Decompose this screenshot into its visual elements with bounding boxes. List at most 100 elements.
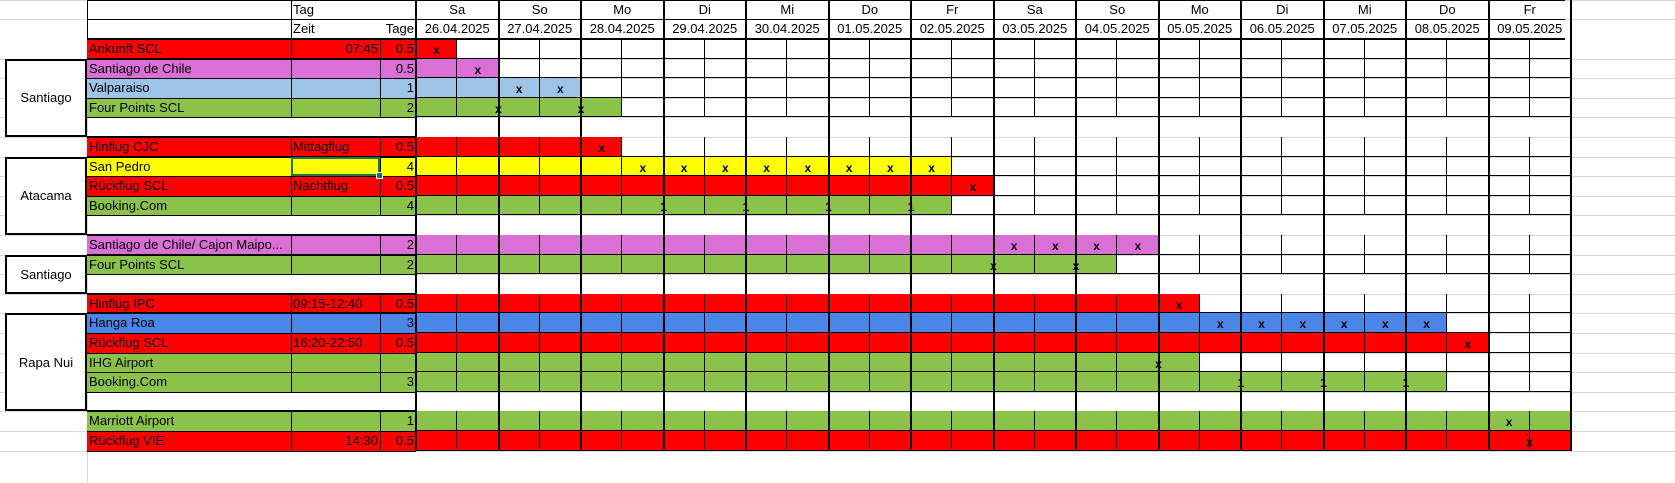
day-half-cell[interactable] bbox=[1447, 176, 1489, 196]
day-half-cell[interactable] bbox=[746, 137, 788, 157]
day-half-cell[interactable] bbox=[1529, 235, 1571, 255]
schedule-mark[interactable]: x bbox=[1134, 239, 1142, 253]
day-half-cell[interactable] bbox=[498, 97, 540, 118]
day-half-cell[interactable] bbox=[993, 97, 1035, 118]
day-half-cell[interactable] bbox=[1323, 254, 1365, 275]
day-half-cell[interactable] bbox=[787, 58, 829, 79]
day-half-cell[interactable] bbox=[416, 333, 458, 353]
day-half-cell[interactable] bbox=[1117, 97, 1159, 118]
day-half-cell[interactable] bbox=[1406, 431, 1448, 451]
day-half-cell[interactable] bbox=[746, 293, 788, 314]
row-zeit-cell[interactable]: 16:20-22:50 bbox=[291, 333, 380, 353]
day-half-cell[interactable] bbox=[1488, 411, 1530, 431]
day-half-cell[interactable] bbox=[1241, 97, 1283, 118]
day-half-cell[interactable] bbox=[457, 78, 499, 98]
day-half-cell[interactable] bbox=[1117, 39, 1159, 59]
day-half-cell[interactable] bbox=[1158, 78, 1200, 98]
day-half-cell[interactable] bbox=[1529, 78, 1571, 98]
day-half-cell[interactable] bbox=[993, 352, 1035, 373]
day-half-cell[interactable] bbox=[704, 431, 746, 451]
day-half-cell[interactable] bbox=[1117, 254, 1159, 275]
day-half-cell[interactable] bbox=[911, 372, 953, 392]
day-half-cell[interactable] bbox=[746, 176, 788, 196]
day-half-cell[interactable] bbox=[581, 333, 623, 353]
day-half-cell[interactable] bbox=[1076, 39, 1118, 59]
row-label-cell[interactable]: Santiago de Chile bbox=[87, 58, 291, 79]
day-half-cell[interactable] bbox=[1034, 431, 1076, 451]
day-half-cell[interactable] bbox=[1529, 333, 1571, 353]
day-half-cell[interactable] bbox=[911, 235, 953, 255]
day-half-cell[interactable] bbox=[993, 156, 1035, 177]
day-half-cell[interactable] bbox=[581, 431, 623, 451]
day-half-cell[interactable] bbox=[1488, 78, 1530, 98]
day-half-cell[interactable] bbox=[663, 235, 705, 255]
schedule-mark[interactable]: x bbox=[474, 62, 482, 77]
day-half-cell[interactable] bbox=[787, 293, 829, 314]
day-half-cell[interactable] bbox=[1488, 431, 1530, 451]
schedule-mark[interactable]: x bbox=[1052, 239, 1059, 253]
day-half-cell[interactable] bbox=[539, 156, 581, 177]
day-half-cell[interactable] bbox=[1076, 254, 1118, 275]
day-half-cell[interactable] bbox=[416, 137, 458, 157]
day-half-cell[interactable] bbox=[416, 39, 458, 59]
day-half-cell[interactable] bbox=[1447, 97, 1489, 118]
row-tage-cell[interactable] bbox=[380, 352, 416, 373]
day-half-cell[interactable] bbox=[787, 333, 829, 353]
day-half-cell[interactable] bbox=[1076, 333, 1118, 353]
day-half-cell[interactable] bbox=[704, 39, 746, 59]
day-half-cell[interactable] bbox=[1323, 293, 1365, 314]
day-half-cell[interactable] bbox=[787, 235, 829, 255]
day-half-cell[interactable] bbox=[1034, 58, 1076, 79]
day-half-cell[interactable] bbox=[663, 431, 705, 451]
day-half-cell[interactable] bbox=[539, 254, 581, 275]
day-half-cell[interactable] bbox=[993, 195, 1035, 216]
row-tage-cell[interactable]: 0.5 bbox=[380, 176, 416, 196]
day-half-cell[interactable] bbox=[869, 333, 911, 353]
day-half-cell[interactable] bbox=[1199, 254, 1241, 275]
day-half-cell[interactable] bbox=[1034, 176, 1076, 196]
day-half-cell[interactable] bbox=[993, 431, 1035, 451]
day-half-cell[interactable] bbox=[911, 333, 953, 353]
schedule-mark[interactable]: x bbox=[598, 141, 605, 155]
schedule-mark[interactable]: x bbox=[680, 160, 688, 175]
day-half-cell[interactable] bbox=[1282, 137, 1324, 157]
day-half-cell[interactable] bbox=[1406, 58, 1448, 79]
day-half-cell[interactable] bbox=[993, 372, 1035, 392]
row-zeit-cell[interactable] bbox=[291, 313, 380, 333]
day-half-cell[interactable] bbox=[1034, 352, 1076, 373]
day-half-cell[interactable] bbox=[1364, 431, 1406, 451]
day-half-cell[interactable] bbox=[1447, 431, 1489, 451]
day-half-cell[interactable] bbox=[1241, 195, 1283, 216]
row-label-cell[interactable]: Rückflug SCL bbox=[87, 176, 291, 196]
day-half-cell[interactable] bbox=[746, 78, 788, 98]
day-half-cell[interactable] bbox=[1241, 235, 1283, 255]
day-half-cell[interactable] bbox=[1364, 39, 1406, 59]
day-half-cell[interactable] bbox=[911, 293, 953, 314]
day-half-cell[interactable] bbox=[787, 352, 829, 373]
day-half-cell[interactable] bbox=[828, 156, 870, 177]
day-half-cell[interactable] bbox=[1364, 254, 1406, 275]
day-half-cell[interactable] bbox=[581, 254, 623, 275]
day-half-cell[interactable] bbox=[1158, 333, 1200, 353]
day-half-cell[interactable] bbox=[1034, 39, 1076, 59]
day-half-cell[interactable] bbox=[539, 58, 581, 79]
day-half-cell[interactable] bbox=[663, 176, 705, 196]
day-half-cell[interactable] bbox=[828, 235, 870, 255]
day-half-cell[interactable] bbox=[1406, 254, 1448, 275]
day-half-cell[interactable] bbox=[416, 78, 458, 98]
day-half-cell[interactable] bbox=[1034, 411, 1076, 431]
day-half-cell[interactable] bbox=[952, 235, 994, 255]
day-half-cell[interactable] bbox=[581, 235, 623, 255]
day-half-cell[interactable] bbox=[1364, 58, 1406, 79]
day-half-cell[interactable] bbox=[911, 58, 953, 79]
day-half-cell[interactable] bbox=[622, 333, 664, 353]
day-half-cell[interactable] bbox=[663, 333, 705, 353]
day-half-cell[interactable] bbox=[498, 411, 540, 431]
day-half-cell[interactable] bbox=[1282, 411, 1324, 431]
row-tage-cell[interactable]: 1 bbox=[380, 78, 416, 98]
day-half-cell[interactable] bbox=[1076, 411, 1118, 431]
day-half-cell[interactable] bbox=[581, 293, 623, 314]
day-half-cell[interactable] bbox=[663, 58, 705, 79]
day-half-cell[interactable] bbox=[539, 372, 581, 392]
day-half-cell[interactable] bbox=[746, 58, 788, 79]
